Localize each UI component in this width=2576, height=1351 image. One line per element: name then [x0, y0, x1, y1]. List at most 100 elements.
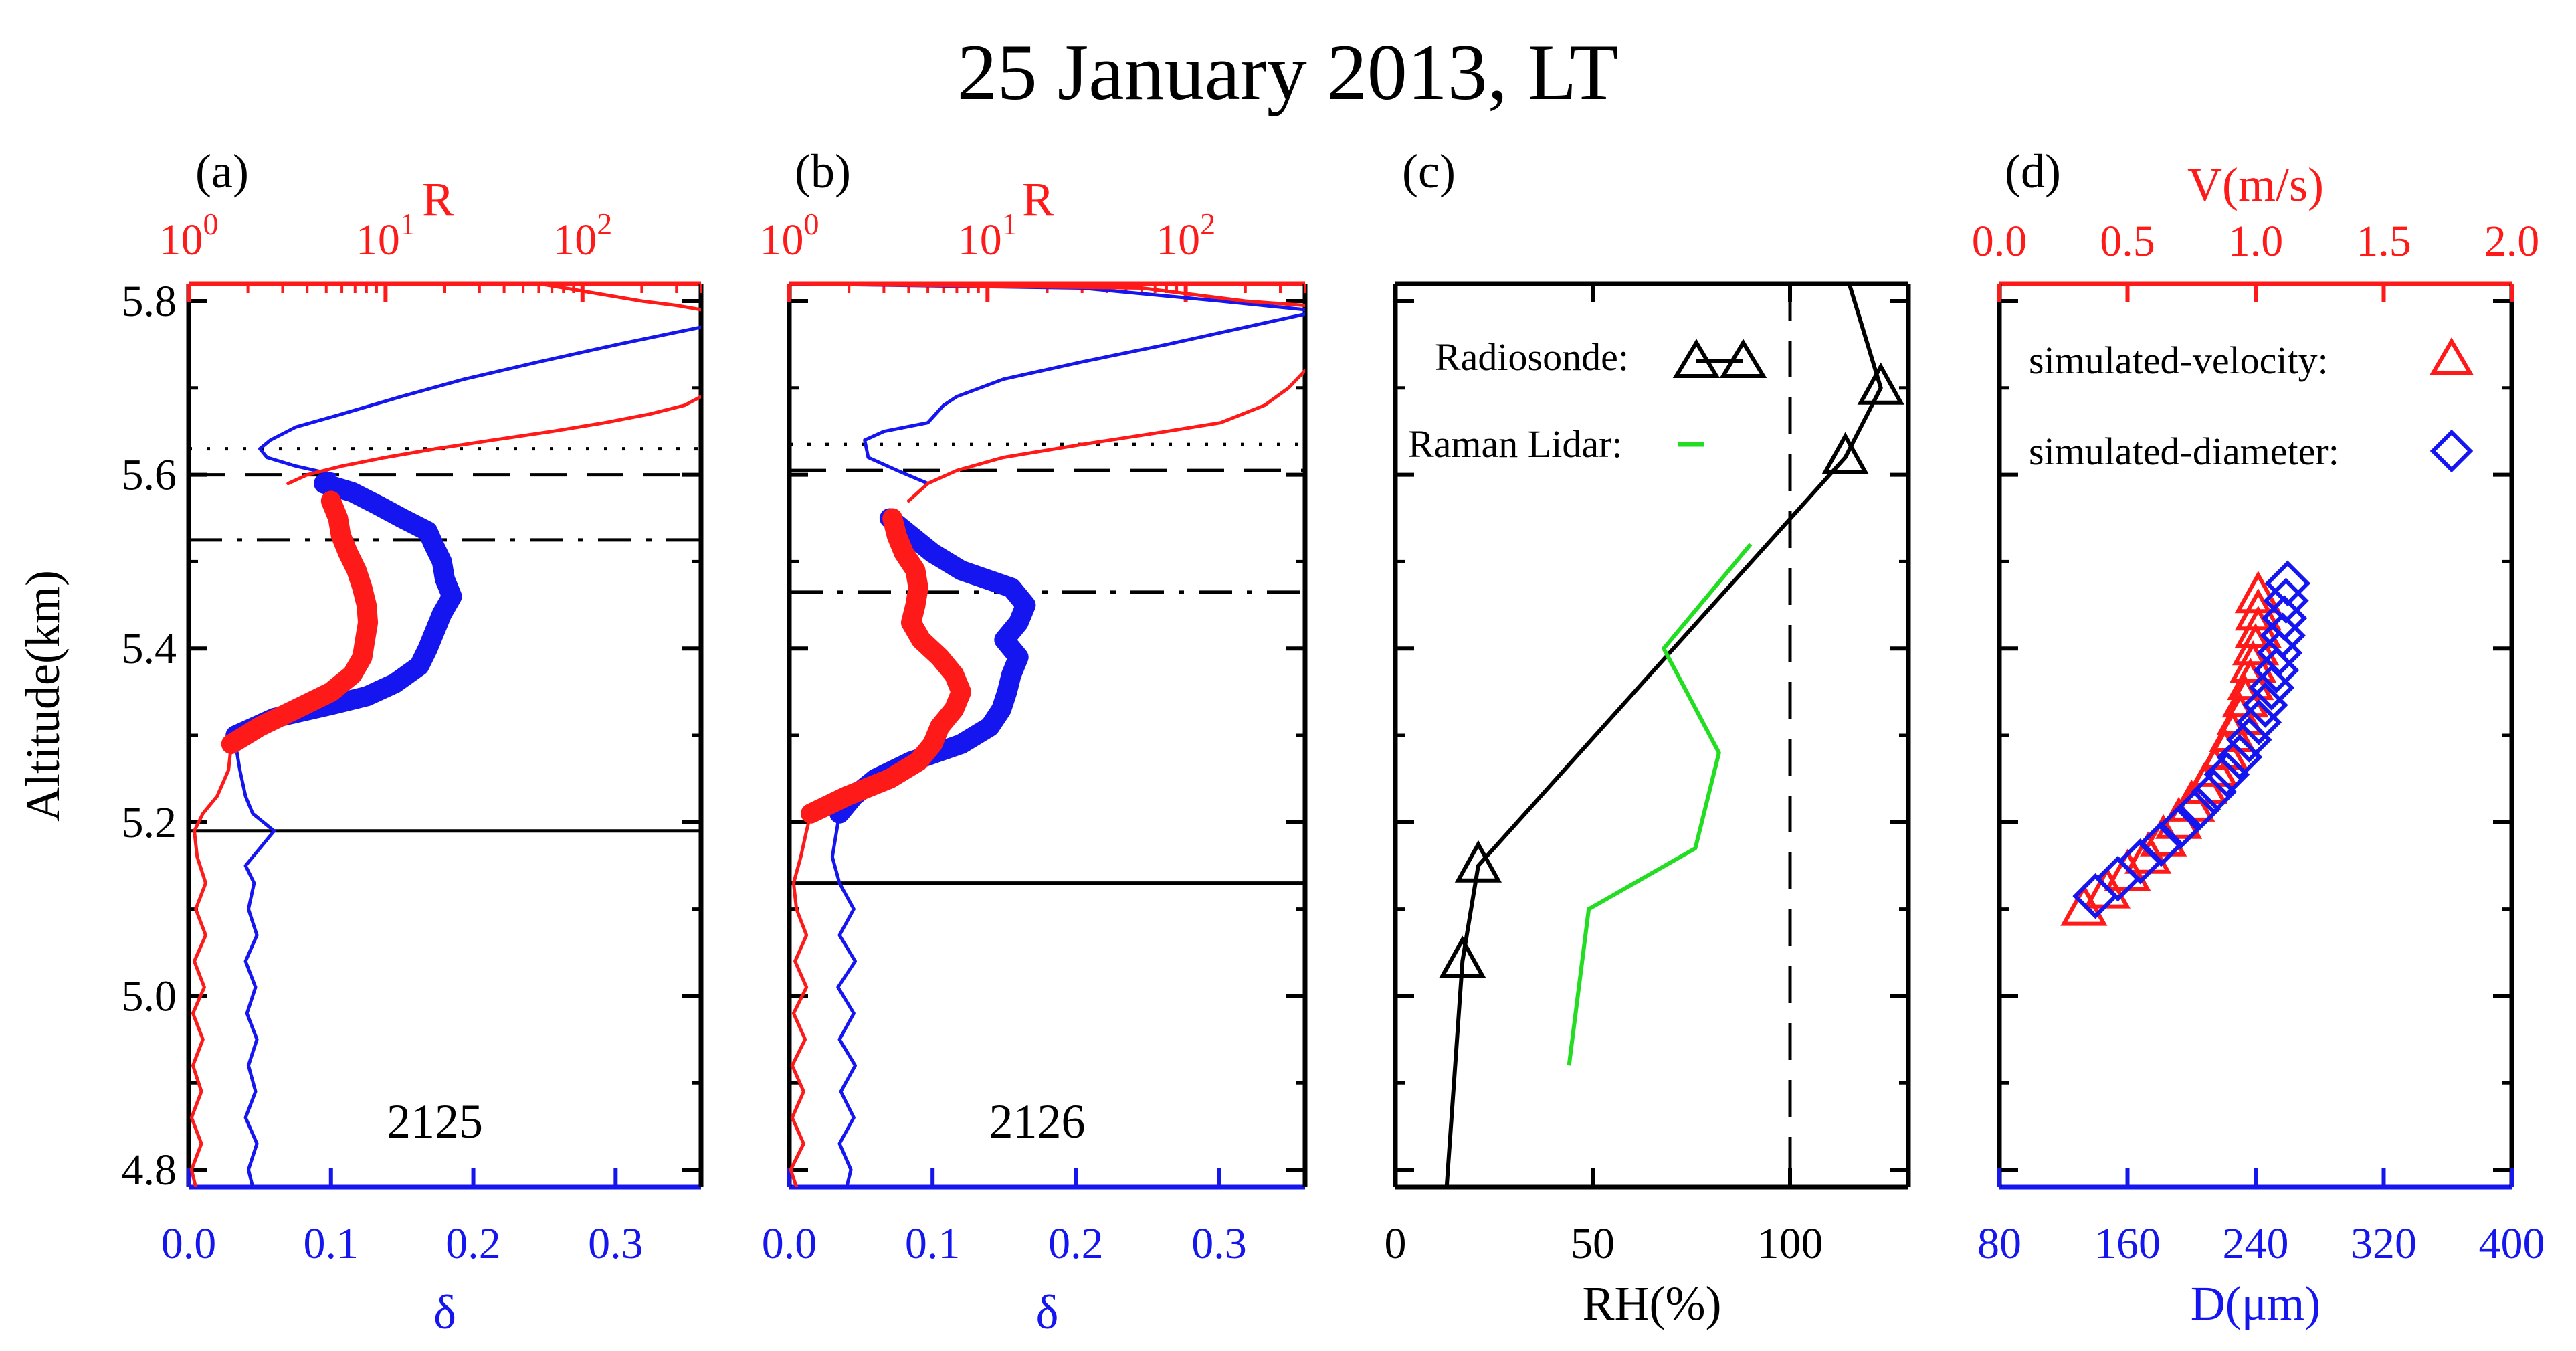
tick-exponent: 2 [597, 207, 612, 241]
diameter-marker [2226, 717, 2272, 763]
diameter-marker [2264, 560, 2311, 607]
bottom-tick-label: 400 [2479, 1219, 2545, 1268]
tick-base: 10 [356, 215, 400, 264]
panel-d: (d) 0.0 0.5 1.0 1.5 2.0 V(m/s) 80 160 240 320 400 D(… [1972, 145, 2545, 1330]
legend-velocity-label: simulated-velocity: [2029, 339, 2329, 382]
bottom-tick-label: 0.0 [762, 1219, 817, 1268]
legend-diameter-marker [2430, 429, 2474, 473]
bottom-tick-label: 0.3 [588, 1219, 643, 1268]
bottom-tick-label: 100 [1757, 1219, 1823, 1268]
depolarization-line [863, 312, 1305, 486]
bottom-tick-label: 0.1 [304, 1219, 359, 1268]
panel-letter: (a) [195, 145, 249, 198]
radiosonde-marker [1454, 840, 1502, 883]
panel-c: (c) 0 50 100 RH(%) Radiosonde: Raman Lidar: [1385, 145, 1911, 1330]
y-tick-label: 5.8 [122, 277, 177, 326]
bottom-tick-label: 0.2 [1048, 1219, 1104, 1268]
y-tick-label: 5.4 [122, 624, 177, 673]
diameter-marker [2175, 786, 2221, 832]
top-tick-label: 101 [958, 207, 1017, 264]
backscatter-line-thick [801, 508, 971, 824]
legend-radiosonde-label: Radiosonde: [1435, 335, 1629, 379]
radiosonde-marker [1857, 362, 1904, 405]
backscatter-line [789, 812, 813, 1187]
tick-base: 10 [159, 215, 203, 264]
depolarization-line-thick [225, 473, 462, 745]
bottom-axis-label: δ [1036, 1285, 1059, 1339]
bottom-tick-label: 160 [2094, 1219, 2161, 1268]
tick-base: 10 [958, 215, 1002, 264]
plot-area [789, 284, 1305, 1187]
profile-time-label: 2125 [387, 1095, 483, 1148]
top-tick-label: 102 [553, 207, 612, 264]
bottom-tick-label: 80 [1977, 1219, 2021, 1268]
diameter-marker [2138, 821, 2185, 867]
y-tick-label: 5.0 [122, 972, 177, 1020]
backscatter-line-thick [221, 490, 379, 754]
bottom-tick-label: 0 [1385, 1219, 1407, 1268]
bottom-axis-label: RH(%) [1583, 1277, 1722, 1330]
diameter-marker [2203, 751, 2250, 798]
bottom-tick-label: 0.3 [1191, 1219, 1247, 1268]
diameter-marker [2191, 769, 2238, 815]
y-tick-label: 5.6 [122, 451, 177, 500]
tick-exponent: 2 [1200, 207, 1215, 241]
legend-velocity-marker [2429, 337, 2474, 375]
top-axis-label: R [422, 173, 454, 226]
diameter-marker [2216, 734, 2263, 780]
bottom-tick-label: 320 [2351, 1219, 2417, 1268]
depolarization-line [233, 725, 276, 1187]
radiosonde-marker [1439, 935, 1486, 978]
depolarization-line [258, 325, 701, 477]
tick-exponent: 0 [804, 207, 819, 241]
y-tick-label: 5.2 [122, 798, 177, 847]
panel-letter: (c) [1402, 145, 1456, 198]
backscatter-line [906, 369, 1305, 503]
plot-area [1439, 284, 1904, 1187]
tick-exponent: 0 [203, 207, 219, 241]
top-tick-label: 0.0 [1972, 217, 2027, 266]
panel-letter: (d) [2005, 145, 2061, 198]
legend-raman-label: Raman Lidar: [1408, 422, 1623, 466]
top-axis-label: R [1022, 173, 1054, 226]
bottom-tick-label: 0.2 [445, 1219, 501, 1268]
bottom-tick-label: 0.1 [905, 1219, 961, 1268]
bottom-axis-label: D(μm) [2191, 1277, 2321, 1330]
top-axis-label: V(m/s) [2187, 158, 2324, 211]
bottom-tick-label: 240 [2223, 1219, 2289, 1268]
radiosonde-line [1444, 284, 1883, 1187]
tick-exponent: 1 [1002, 207, 1017, 241]
y-axis-label: Altitude(km) [16, 570, 70, 822]
tick-base: 10 [760, 215, 804, 264]
figure-title: 25 January 2013, LT [957, 27, 1619, 116]
top-tick-label: 1.0 [2228, 217, 2284, 266]
plot-area [189, 284, 701, 1187]
bottom-tick-label: 0.0 [161, 1219, 217, 1268]
diameter-marker [2157, 804, 2203, 850]
top-tick-label: 100 [159, 207, 219, 264]
panel-letter: (b) [795, 145, 851, 198]
top-tick-label: 2.0 [2484, 217, 2540, 266]
y-tick-label: 4.8 [122, 1146, 177, 1194]
bottom-tick-label: 50 [1571, 1219, 1615, 1268]
velocity-marker [2234, 571, 2282, 614]
depolarization-line [830, 812, 857, 1187]
tick-base: 10 [1156, 215, 1200, 264]
radiosonde-marker [1821, 432, 1869, 474]
backscatter-line [286, 395, 701, 486]
plot-area [2060, 560, 2311, 926]
tick-exponent: 1 [400, 207, 415, 241]
top-tick-label: 100 [760, 207, 819, 264]
profile-time-label: 2126 [989, 1095, 1086, 1148]
top-tick-label: 102 [1156, 207, 1215, 264]
top-tick-label: 101 [356, 207, 415, 264]
backscatter-line [789, 284, 1305, 307]
top-tick-label: 1.5 [2356, 217, 2411, 266]
raman-lidar-line [1567, 543, 1753, 1066]
top-tick-label: 0.5 [2100, 217, 2155, 266]
backscatter-line [189, 742, 233, 1187]
depolarization-line-thick [829, 508, 1036, 824]
